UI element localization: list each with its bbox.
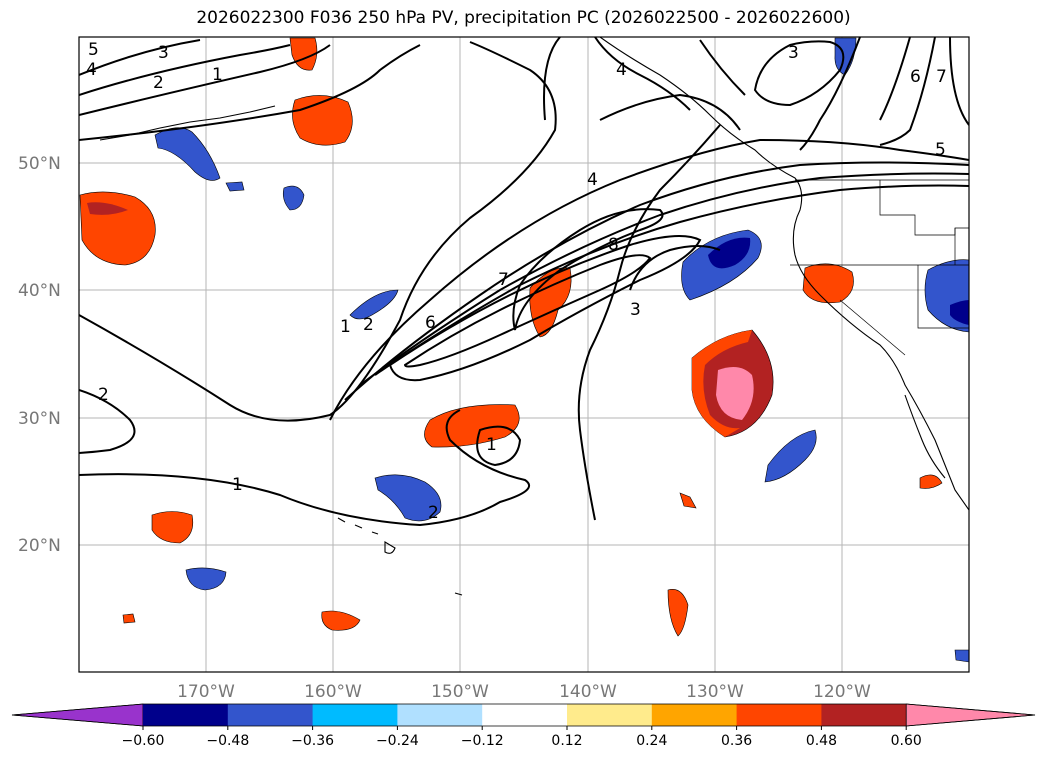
lon-label: 140°W — [559, 682, 617, 702]
contour-label: 4 — [616, 60, 627, 80]
colorbar-tick-label: 0.60 — [891, 733, 922, 749]
precip-negative-core — [708, 237, 751, 269]
colorbar-extend-low — [11, 703, 144, 727]
contour-label: 4 — [587, 170, 598, 190]
precip-positive-area — [122, 613, 136, 624]
contour-label: 1 — [232, 475, 243, 495]
precip-negative-area — [954, 649, 969, 663]
lon-label: 160°W — [304, 682, 362, 702]
lon-label: 170°W — [177, 682, 235, 702]
precip-positive-core — [87, 202, 128, 215]
precip-negative-area — [282, 185, 305, 211]
colorbar-tick-label: 0.12 — [551, 733, 582, 749]
contour-label: 2 — [98, 385, 109, 405]
precip-positive-area — [151, 511, 194, 544]
precip-negative-area — [374, 474, 442, 522]
contour-label: 6 — [910, 67, 921, 87]
contour-label: 3 — [158, 43, 169, 63]
contour-label: 1 — [212, 65, 223, 85]
colorbar-segment — [397, 704, 483, 726]
lat-label: 40°N — [18, 281, 61, 301]
colorbar-tick-label: −0.24 — [376, 733, 419, 749]
contour-label: 5 — [935, 140, 946, 160]
contour-label: 7 — [936, 67, 947, 87]
pv-contour-labels: 5 4 3 2 1 4 3 6 7 5 4 8 7 6 3 1 2 1 2 1 … — [86, 40, 947, 523]
contour-label: 8 — [608, 235, 619, 255]
colorbar-tick-label: −0.36 — [291, 733, 334, 749]
contour-label: 1 — [486, 435, 497, 455]
colorbar-segment — [227, 704, 314, 726]
colorbar-segment — [143, 704, 229, 726]
colorbar-tick-label: 0.36 — [721, 733, 752, 749]
precip-positive-area — [679, 492, 697, 509]
precip-positive-peak — [716, 366, 754, 420]
colorbar-tick-label: 0.24 — [636, 733, 667, 749]
contour-label: 3 — [630, 300, 641, 320]
lon-label: 130°W — [686, 682, 744, 702]
colorbar-tick-label: −0.60 — [122, 733, 165, 749]
precip-positive-area — [321, 610, 361, 631]
colorbar-segment — [567, 704, 653, 726]
contour-label: 3 — [788, 43, 799, 63]
lon-label: 150°W — [431, 682, 489, 702]
colorbar: −0.60 −0.48 −0.36 −0.24 −0.12 0.12 0.24 0.36 0.4… — [11, 703, 1036, 749]
pv-contours — [79, 37, 969, 527]
contour-label: 5 — [88, 40, 99, 60]
colorbar-segment — [651, 704, 738, 726]
colorbar-segment — [821, 704, 907, 726]
map-area — [79, 37, 969, 672]
precip-negative-area — [225, 181, 245, 192]
lat-label: 50°N — [18, 154, 61, 174]
political-borders — [790, 179, 969, 356]
precip-positive-ring — [692, 330, 752, 437]
lat-label: 20°N — [18, 536, 61, 556]
precip-negative-core — [950, 300, 969, 325]
colorbar-segment — [312, 704, 398, 726]
longitude-labels: 170°W 160°W 150°W 140°W 130°W 120°W — [177, 682, 871, 702]
contour-label: 2 — [153, 73, 164, 93]
contour-label: 1 — [340, 317, 351, 337]
contour-label: 4 — [86, 60, 97, 80]
precip-negative-area — [185, 567, 227, 591]
contour-label: 7 — [498, 270, 509, 290]
colorbar-tick-label: −0.48 — [206, 733, 249, 749]
map-title: 2026022300 F036 250 hPa PV, precipitatio… — [196, 8, 851, 28]
precip-positive-area — [919, 474, 943, 489]
contour-label: 6 — [425, 313, 436, 333]
colorbar-segment — [482, 704, 568, 726]
colorbar-tick-label: 0.48 — [806, 733, 837, 749]
contour-label: 2 — [363, 315, 374, 335]
colorbar-segment — [736, 704, 822, 726]
latitude-labels: 50°N 40°N 30°N 20°N — [18, 154, 61, 556]
precip-positive-area — [802, 263, 854, 304]
colorbar-extend-high — [905, 703, 1036, 727]
precip-negative-area — [349, 289, 399, 320]
lat-label: 30°N — [18, 409, 61, 429]
lon-label: 120°W — [813, 682, 871, 702]
map-border — [78, 36, 970, 673]
precip-positive-area — [667, 589, 689, 637]
precip-positive-area — [529, 267, 572, 338]
contour-label: 2 — [428, 503, 439, 523]
precip-negative-area — [764, 429, 817, 483]
colorbar-tick-label: −0.12 — [461, 733, 504, 749]
